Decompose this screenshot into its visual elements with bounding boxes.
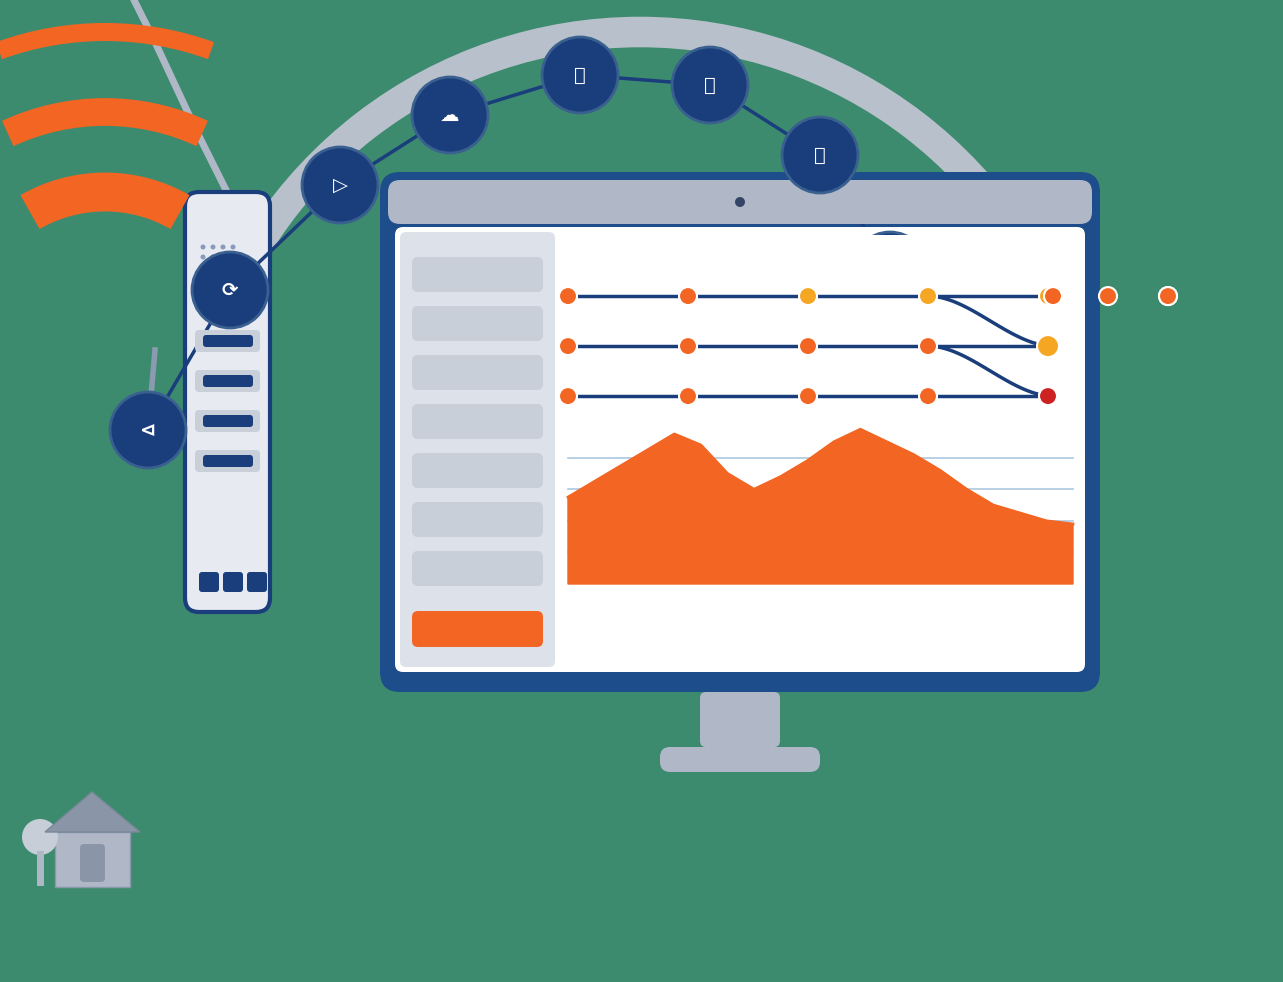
FancyBboxPatch shape: [195, 410, 260, 432]
FancyBboxPatch shape: [387, 180, 1092, 224]
Text: 📺: 📺: [574, 66, 586, 84]
FancyBboxPatch shape: [203, 335, 253, 347]
FancyBboxPatch shape: [55, 832, 130, 887]
Circle shape: [919, 337, 937, 355]
Text: ☁: ☁: [440, 105, 459, 125]
FancyBboxPatch shape: [412, 453, 543, 488]
Circle shape: [799, 287, 817, 305]
Circle shape: [735, 197, 745, 207]
Circle shape: [412, 77, 488, 153]
FancyBboxPatch shape: [223, 572, 242, 592]
Circle shape: [231, 245, 236, 249]
FancyBboxPatch shape: [248, 572, 267, 592]
Circle shape: [221, 264, 226, 269]
Circle shape: [1159, 287, 1177, 305]
FancyBboxPatch shape: [395, 227, 1085, 672]
FancyBboxPatch shape: [203, 415, 253, 427]
Circle shape: [210, 264, 216, 269]
FancyBboxPatch shape: [412, 257, 543, 292]
Text: ▷: ▷: [332, 176, 348, 194]
Text: ⟳: ⟳: [222, 281, 239, 300]
Circle shape: [200, 254, 205, 259]
FancyBboxPatch shape: [195, 370, 260, 392]
FancyBboxPatch shape: [185, 192, 269, 612]
Circle shape: [22, 819, 58, 855]
Text: 🔑: 🔑: [815, 145, 826, 165]
FancyBboxPatch shape: [412, 404, 543, 439]
Circle shape: [200, 264, 205, 269]
Circle shape: [231, 264, 236, 269]
Circle shape: [302, 147, 378, 223]
Text: 📶: 📶: [704, 76, 716, 94]
Circle shape: [559, 337, 577, 355]
FancyBboxPatch shape: [412, 611, 543, 647]
Circle shape: [1037, 335, 1058, 357]
FancyBboxPatch shape: [412, 355, 543, 390]
FancyBboxPatch shape: [563, 235, 1078, 664]
Circle shape: [799, 337, 817, 355]
Polygon shape: [45, 792, 140, 832]
Circle shape: [679, 387, 697, 406]
FancyBboxPatch shape: [380, 172, 1100, 692]
FancyBboxPatch shape: [203, 375, 253, 387]
Polygon shape: [568, 429, 1073, 584]
Circle shape: [541, 37, 618, 113]
Text: ⊡: ⊡: [881, 260, 898, 280]
Circle shape: [799, 387, 817, 406]
Circle shape: [192, 252, 268, 328]
FancyBboxPatch shape: [80, 844, 105, 882]
FancyBboxPatch shape: [659, 747, 820, 772]
Text: ⊲: ⊲: [140, 420, 157, 440]
FancyBboxPatch shape: [412, 306, 543, 341]
Circle shape: [110, 392, 186, 468]
Circle shape: [1039, 337, 1057, 355]
FancyBboxPatch shape: [400, 232, 556, 667]
Circle shape: [1039, 287, 1057, 305]
Circle shape: [852, 232, 928, 308]
Circle shape: [783, 117, 858, 193]
FancyBboxPatch shape: [203, 295, 253, 307]
Circle shape: [919, 387, 937, 406]
Circle shape: [679, 337, 697, 355]
FancyBboxPatch shape: [195, 450, 260, 472]
Circle shape: [559, 287, 577, 305]
FancyBboxPatch shape: [195, 290, 260, 312]
Circle shape: [919, 287, 937, 305]
Circle shape: [210, 245, 216, 249]
Circle shape: [1039, 387, 1057, 406]
Circle shape: [221, 254, 226, 259]
FancyBboxPatch shape: [412, 551, 543, 586]
Circle shape: [210, 254, 216, 259]
Circle shape: [1044, 287, 1062, 305]
Circle shape: [200, 245, 205, 249]
Circle shape: [231, 254, 236, 259]
FancyBboxPatch shape: [412, 502, 543, 537]
Circle shape: [1100, 287, 1117, 305]
FancyBboxPatch shape: [701, 692, 780, 747]
Circle shape: [672, 47, 748, 123]
FancyBboxPatch shape: [195, 330, 260, 352]
FancyBboxPatch shape: [203, 455, 253, 467]
FancyBboxPatch shape: [199, 572, 219, 592]
Circle shape: [221, 245, 226, 249]
Circle shape: [1044, 287, 1062, 305]
Circle shape: [1039, 387, 1057, 406]
Circle shape: [679, 287, 697, 305]
Circle shape: [1159, 287, 1177, 305]
Circle shape: [559, 387, 577, 406]
